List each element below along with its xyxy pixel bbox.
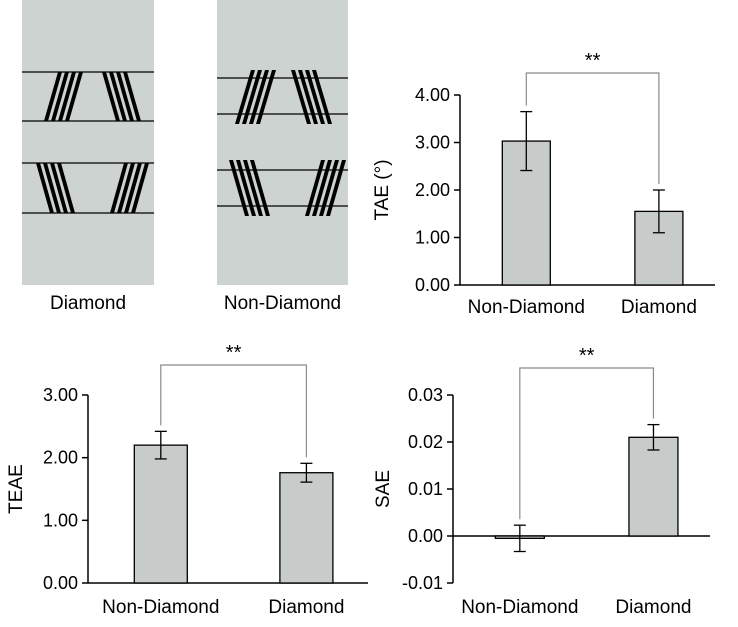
x-category-label: Non-Diamond xyxy=(102,597,219,618)
chart-teae: 0.00 1.00 2.00 3.00 TEAE Non-Diamond Diamond ** xyxy=(6,342,368,618)
y-tick-label: 3.00 xyxy=(415,133,450,153)
diamond-stripe-group-bl xyxy=(36,163,75,213)
y-tick-label: 1.00 xyxy=(43,510,78,530)
significance-bracket xyxy=(519,367,655,520)
y-tick-label: 0.00 xyxy=(408,526,443,546)
non-diamond-stripe-group-bl xyxy=(229,160,270,216)
y-axis-label: TEAE xyxy=(6,464,27,514)
x-category-label: Diamond xyxy=(621,297,697,318)
non-diamond-stripe-group-br xyxy=(305,160,346,216)
y-tick-label: 0.02 xyxy=(408,432,443,452)
y-tick-label: 0.03 xyxy=(408,385,443,405)
y-tick-label: 2.00 xyxy=(43,448,78,468)
y-tick-label: 0.00 xyxy=(415,275,450,295)
stimulus-non-diamond-drawing xyxy=(217,0,348,285)
chart-sae: -0.01 0.00 0.01 0.02 0.03 SAE Non-Diamond Diamo… xyxy=(373,345,710,618)
bar-diamond xyxy=(279,472,334,584)
non-diamond-stripe-group-tr xyxy=(291,70,332,124)
y-tick-label: 2.00 xyxy=(415,180,450,200)
non-diamond-stripes xyxy=(229,70,346,216)
diamond-stripes xyxy=(36,72,149,213)
y-tick-label: 1.00 xyxy=(415,228,450,248)
y-tick-label: 0.00 xyxy=(43,573,78,593)
x-category-label: Non-Diamond xyxy=(461,597,578,618)
significance-marker: ** xyxy=(226,342,242,364)
y-tick-label: 0.01 xyxy=(408,479,443,499)
stimulus-diamond-drawing xyxy=(22,0,154,285)
y-tick-label: 3.00 xyxy=(43,385,78,405)
y-tick-label: 4.00 xyxy=(415,85,450,105)
x-category-label: Non-Diamond xyxy=(468,297,585,318)
y-axis-label: SAE xyxy=(373,470,394,508)
non-diamond-stripe-group-tl xyxy=(235,70,276,124)
x-category-label: Diamond xyxy=(615,597,691,618)
significance-marker: ** xyxy=(579,345,595,367)
stimulus-diamond xyxy=(22,0,154,285)
y-axis-label: TAE (°) xyxy=(372,159,393,220)
x-category-label: Diamond xyxy=(268,597,344,618)
diamond-stripe-group-tr xyxy=(102,72,141,121)
diamond-stripe-group-br xyxy=(110,163,149,213)
bar-non-diamond xyxy=(133,444,188,584)
bar-diamond xyxy=(628,436,679,537)
significance-marker: ** xyxy=(585,50,601,72)
significance-bracket xyxy=(525,72,660,184)
significance-bracket xyxy=(160,364,307,458)
stimulus-non-diamond xyxy=(217,0,348,285)
stimulus-non-diamond-label: Non-Diamond xyxy=(223,293,342,314)
diamond-stripe-group-tl xyxy=(44,72,83,121)
stimulus-diamond-label: Diamond xyxy=(49,293,127,314)
y-tick-label: -0.01 xyxy=(402,573,443,593)
chart-tae: 0.00 1.00 2.00 3.00 4.00 TAE (°) Non-Diamond Di… xyxy=(372,50,715,318)
